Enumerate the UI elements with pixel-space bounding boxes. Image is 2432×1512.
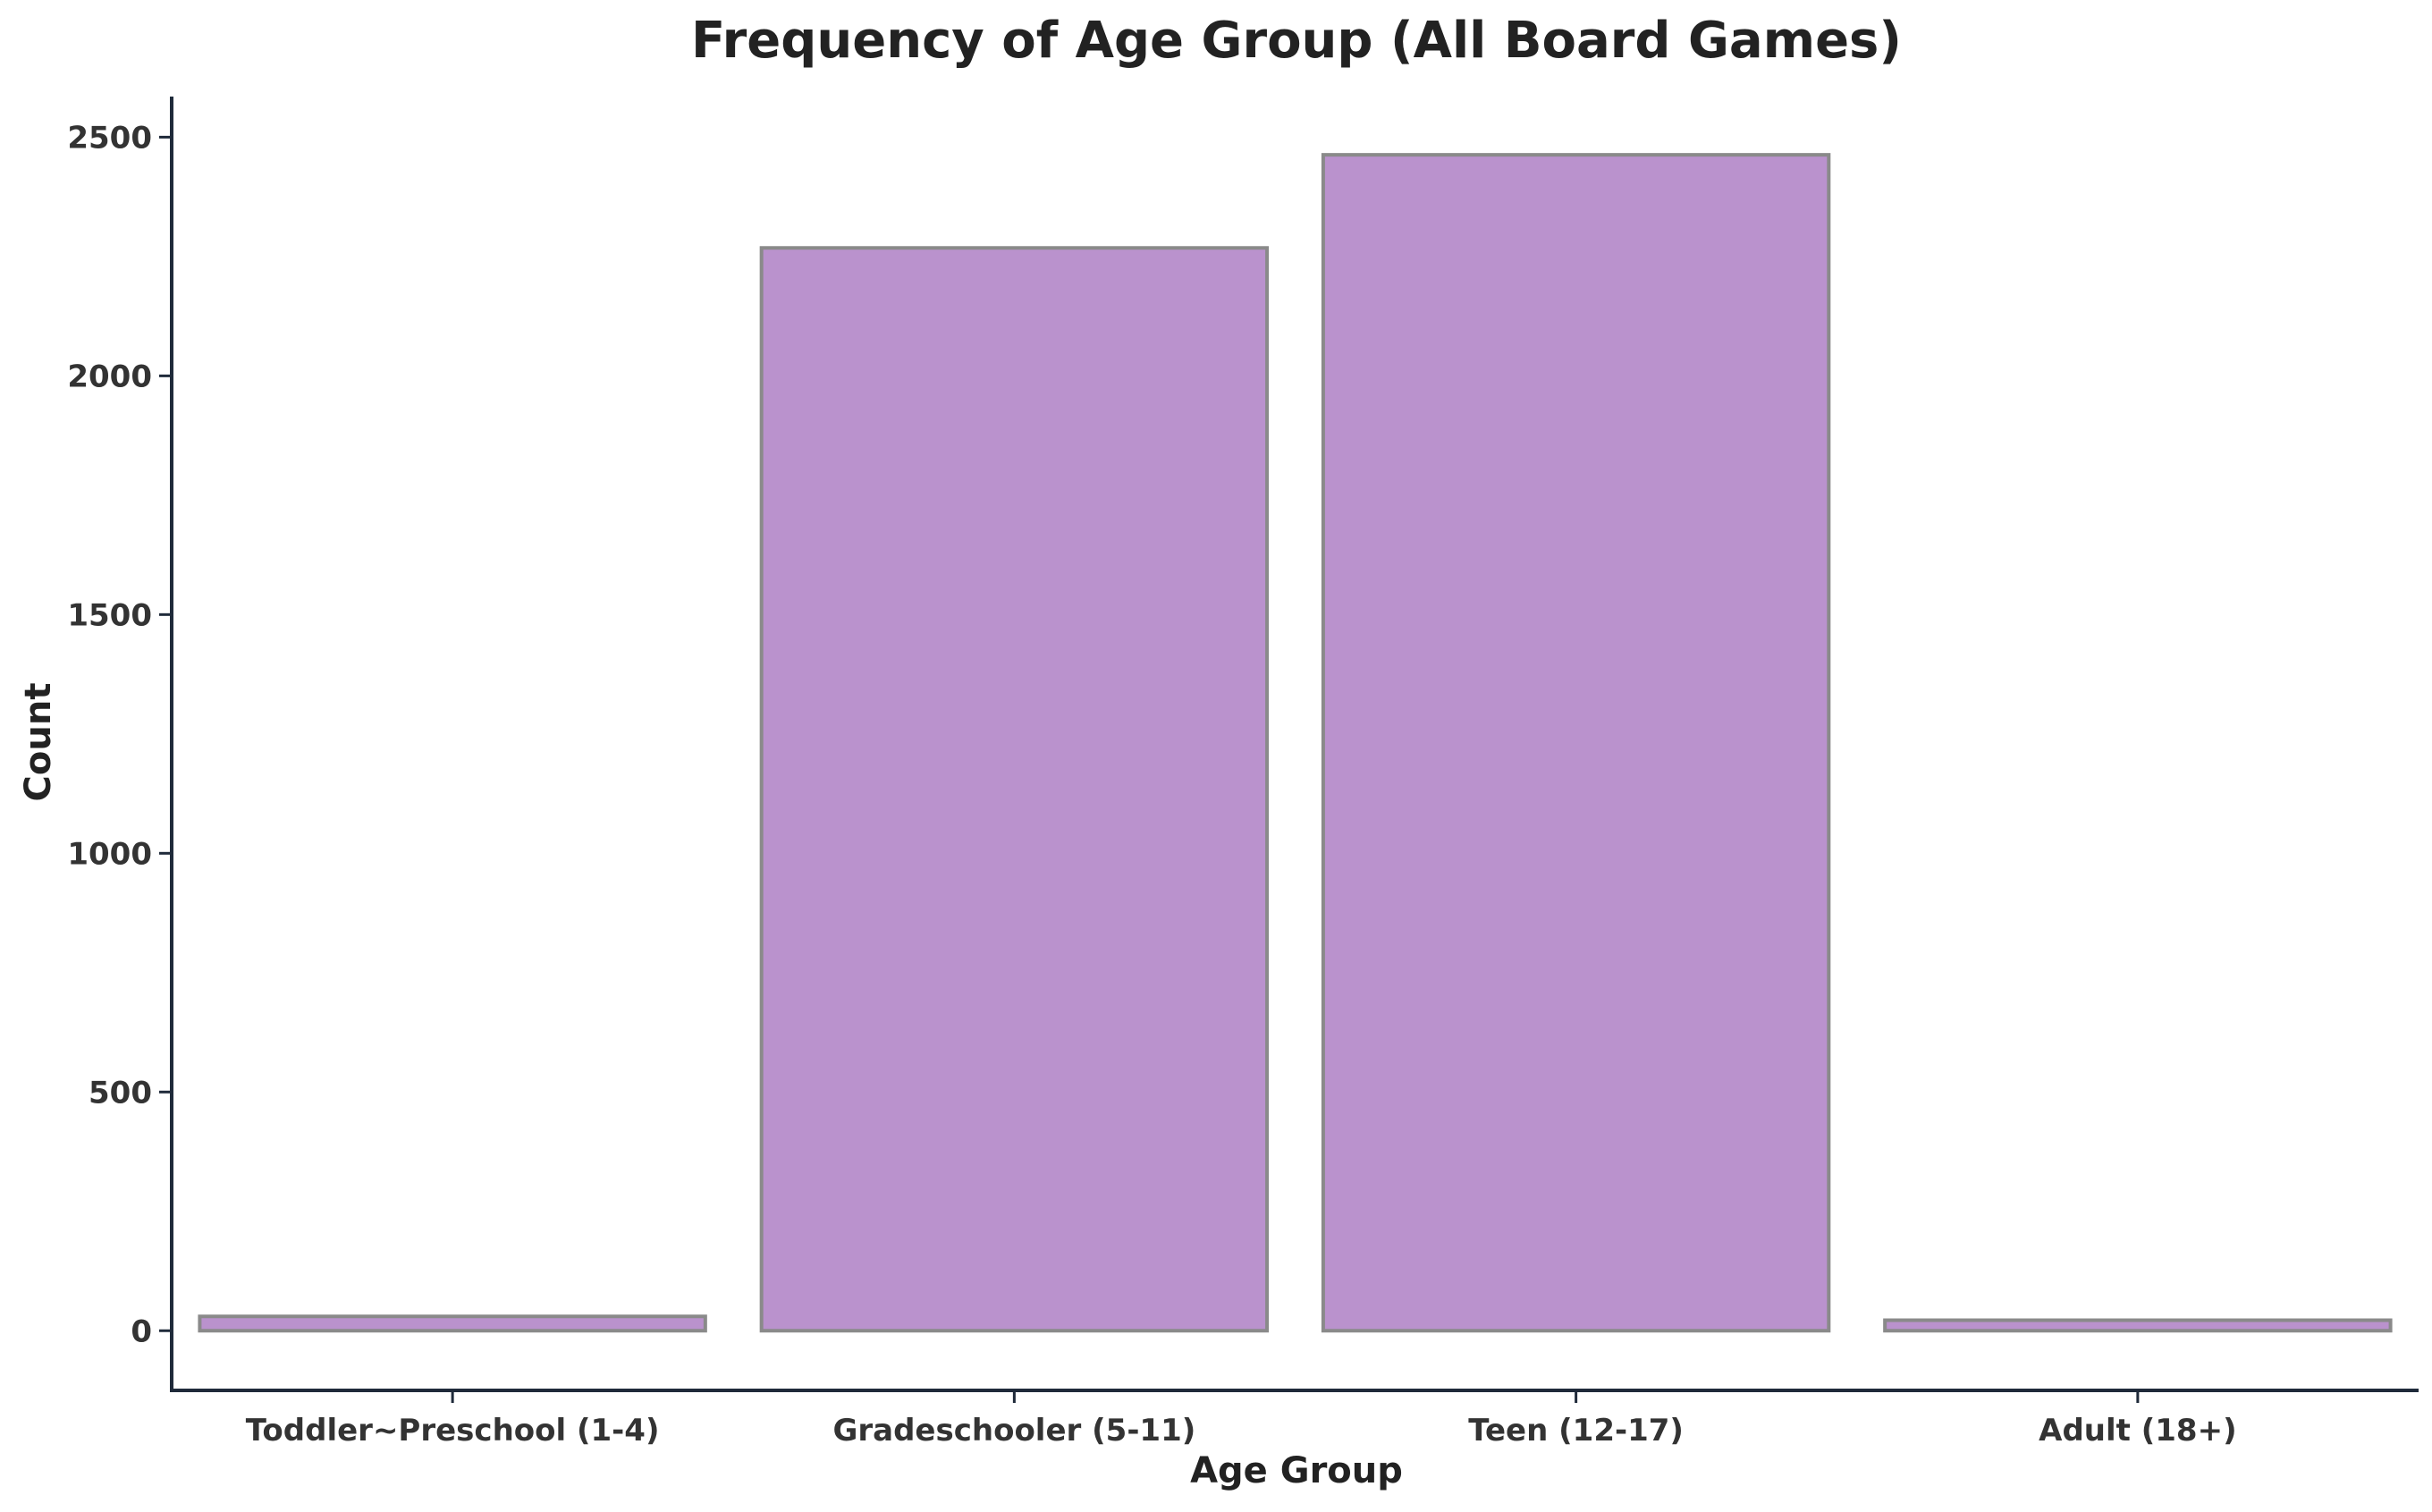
x-tick-label: Adult (18+) [2039,1413,2236,1449]
y-axis-title: Count [18,683,59,802]
x-tick-label: Teen (12-17) [1468,1413,1684,1449]
x-tick-label: Toddler~Preschool (1-4) [246,1413,660,1449]
bar-3 [1321,153,1831,1333]
bar-2 [759,246,1270,1333]
bar-4 [1883,1318,2393,1333]
y-tick-label: 1000 [67,836,152,872]
y-axis-ticks: 0 500 1000 1500 2000 2500 [67,120,172,1349]
y-tick-label: 0 [131,1313,152,1349]
x-axis-title: Age Group [1190,1450,1403,1491]
y-tick-label: 2000 [67,359,152,394]
bar-1 [198,1314,707,1333]
chart-title: Frequency of Age Group (All Board Games) [691,12,1902,70]
bars-group [198,153,2393,1333]
y-tick-label: 1500 [67,597,152,633]
y-tick-label: 500 [89,1075,152,1111]
x-axis-ticks: Toddler~Preschool (1-4) Gradeschooler (5-… [246,1390,2237,1449]
x-tick-label: Gradeschooler (5-11) [832,1413,1195,1449]
y-tick-label: 2500 [67,120,152,156]
